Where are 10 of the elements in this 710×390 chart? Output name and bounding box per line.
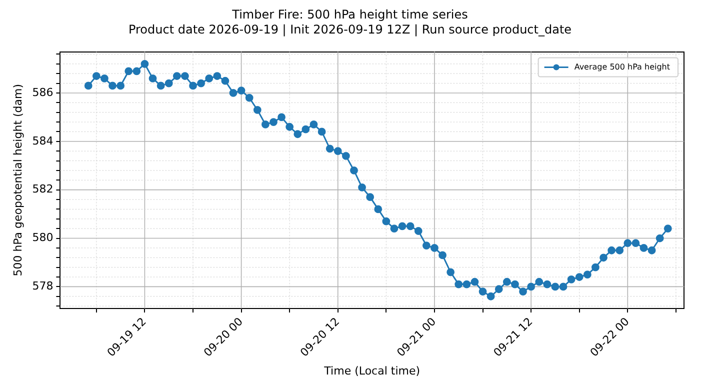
legend-label: Average 500 hPa height [574,62,670,72]
y-tick-label: 586 [32,86,54,99]
y-tick-label: 582 [32,182,54,196]
chart-title: Timber Fire: 500 hPa height time series [231,7,468,22]
y-tick-label: 580 [32,231,54,244]
chart-subtitle: Product date 2026-09-19 | Init 2026-09-19 12Z | Run source product_date [128,22,572,37]
x-axis-title: Time (Local time) [323,364,420,378]
y-tick-label: 578 [32,280,54,293]
y-axis-title: 500 hPa geopotential height (dam) [11,84,24,276]
y-tick-label: 584 [32,134,54,148]
